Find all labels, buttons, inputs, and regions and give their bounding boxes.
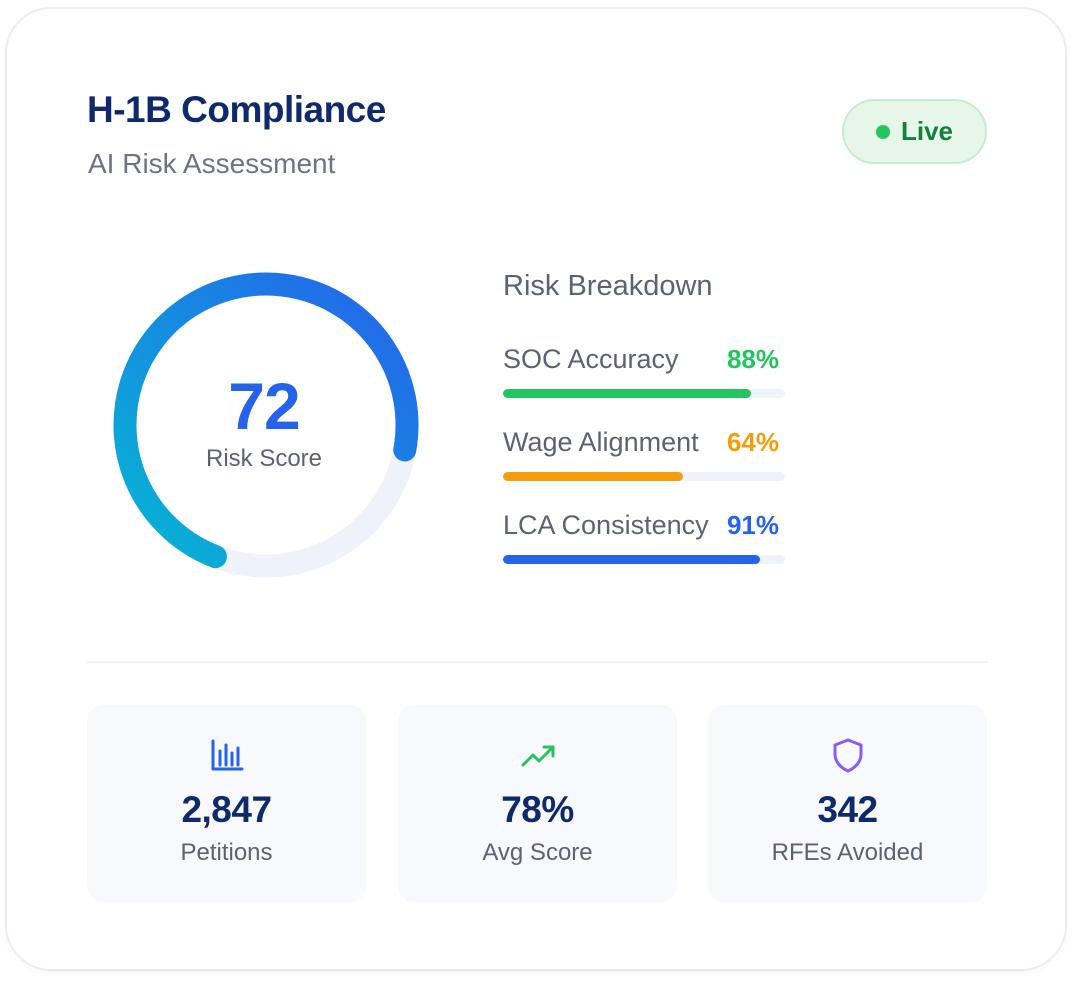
risk-score-label: Risk Score (205, 445, 323, 472)
shield-icon (833, 738, 862, 773)
stat-value: 342 (817, 789, 878, 830)
stat-value: 2,847 (181, 789, 272, 830)
metric-fill (503, 389, 752, 398)
metric-value: 88% (726, 344, 779, 374)
metric-track (503, 389, 785, 398)
risk-score-value: 72 (228, 369, 300, 443)
stat-label: RFEs Avoided (771, 839, 924, 866)
risk-breakdown-title: Risk Breakdown (503, 270, 713, 302)
risk-score-gauge (113, 272, 419, 578)
live-dot-icon (875, 124, 890, 139)
metric-soc-accuracy: SOC Accuracy 88% (503, 342, 785, 402)
live-status-label: Live (900, 116, 954, 146)
metric-value: 64% (726, 427, 779, 457)
stat-card-rfes-avoided: 342 RFEs Avoided (708, 705, 987, 902)
metric-fill (503, 555, 760, 564)
stat-label: Petitions (180, 839, 273, 866)
bar-chart-icon (211, 739, 243, 771)
stat-card-avg-score: 78% Avg Score (398, 705, 677, 902)
metric-label: LCA Consistency (503, 510, 709, 540)
metric-fill (503, 472, 684, 481)
gauge-progress-arc (113, 272, 419, 569)
trending-up-icon (521, 745, 554, 767)
metric-lca-consistency: LCA Consistency 91% (503, 508, 785, 568)
card-subtitle: AI Risk Assessment (88, 148, 336, 179)
stat-label: Avg Score (482, 839, 593, 866)
live-status-badge: Live (842, 99, 987, 164)
metric-value: 91% (726, 510, 779, 540)
metric-label: SOC Accuracy (503, 344, 679, 374)
stat-value: 78% (501, 789, 574, 830)
metric-track (503, 555, 785, 564)
stat-card-petitions: 2,847 Petitions (87, 705, 366, 902)
section-divider (87, 661, 988, 663)
metric-track (503, 472, 785, 481)
metric-wage-alignment: Wage Alignment 64% (503, 425, 785, 485)
metric-label: Wage Alignment (503, 427, 699, 457)
card-title: H-1B Compliance (87, 89, 386, 130)
